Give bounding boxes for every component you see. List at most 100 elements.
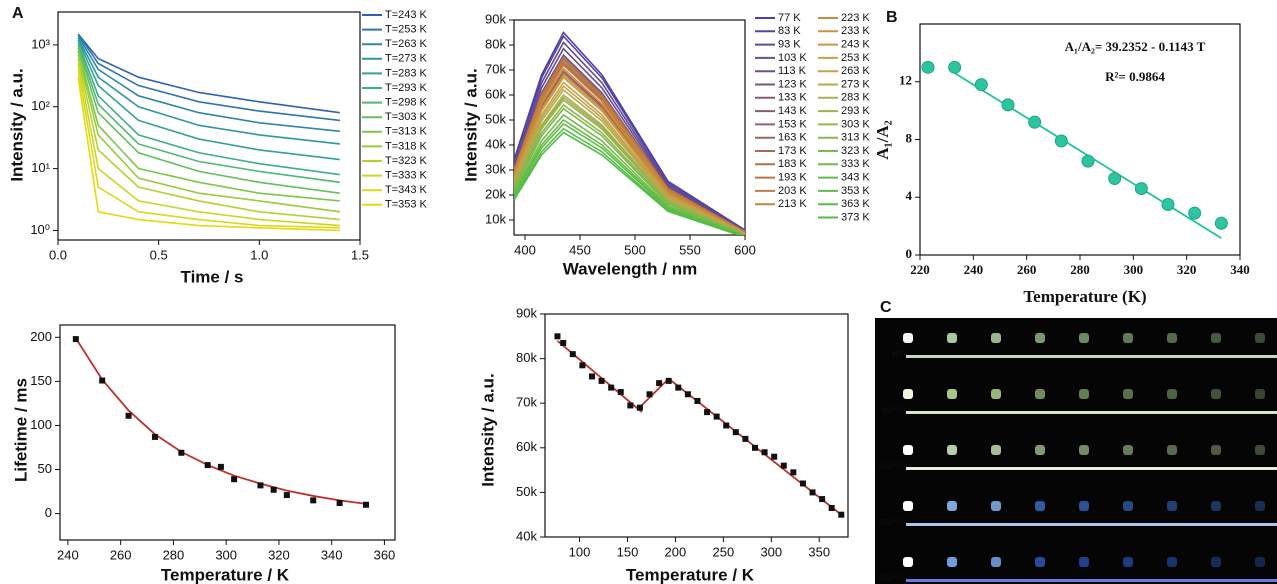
sample-spot [1167,501,1177,511]
point [665,377,672,384]
sample-spot [1123,389,1133,399]
y-axis-label: Intensity / a.u. [461,68,480,181]
y-tick-label: 50k [516,484,537,499]
photo [875,318,1277,584]
point [838,511,845,518]
sample-spot [1079,501,1089,511]
sample-spot [1255,445,1265,455]
series-line [514,113,745,235]
point [921,60,935,74]
x-axis-label: Temperature / K [626,565,755,584]
point [608,384,615,391]
legend-label: 213 K [778,198,807,210]
point [771,453,778,460]
point [948,60,962,74]
x-tick-label: 400 [514,242,536,257]
series-line [514,34,745,232]
legend-label: 103 K [778,52,807,64]
point [704,409,711,416]
legend-label: T=318 K [385,140,428,152]
x-axis-label: Temperature (K) [1023,287,1146,306]
sample-spot [1255,501,1265,511]
sample-spot [1035,333,1045,343]
series-line [77,33,340,122]
row-label: 150 °C [878,518,903,527]
plot-frame [513,19,746,236]
x-tick-label: 300 [1124,262,1144,277]
legend-label: 243 K [841,39,870,51]
point [819,496,826,503]
series-line [77,77,340,232]
x-tick-label: 240 [964,262,984,277]
point [588,373,595,380]
x-tick-label: 0.0 [49,247,67,262]
series-line [514,118,744,235]
x-tick-label: 260 [1017,262,1037,277]
legend-label: T=298 K [385,97,428,109]
series-line [77,69,340,229]
sample-spot [947,445,957,455]
legend-label: 313 K [841,132,870,144]
x-tick-label: 250 [712,544,734,559]
sample-spot [1123,445,1133,455]
legend-label: 193 K [778,172,807,184]
legend-label: 293 K [841,105,870,117]
sample-spot [991,445,1001,455]
point [1054,134,1068,148]
y-tick-label: 0 [906,246,913,261]
sample-spot [1211,501,1221,511]
legend-label: T=353 K [385,199,428,211]
sample-spot [991,501,1001,511]
sample-spot [903,389,913,399]
sample-spot [947,333,957,343]
legend-label: T=283 K [385,67,428,79]
point [646,391,653,398]
sample-spot [1167,445,1177,455]
x-tick-label: 100 [569,544,591,559]
x-tick-label: 280 [1070,262,1090,277]
sample-spot [903,445,913,455]
point [809,489,816,496]
y-tick-label: 40k [516,528,537,543]
x-tick-label: 340 [1230,262,1250,277]
x-tick-label: 500 [624,242,646,257]
sample-spot [1211,557,1221,567]
legend-label: 163 K [778,132,807,144]
x-tick-label: 320 [1177,262,1197,277]
sample-spot [1035,501,1045,511]
point [627,402,634,409]
y-tick-label: 50 [38,461,52,476]
series-line [77,37,340,145]
annotation: A₁/A₂= 39.2352 - 0.1143 T [1065,39,1206,54]
sample-spot [1079,389,1089,399]
series-line [514,41,745,232]
x-axis-label: Temperature / K [161,565,290,584]
plot-frame [57,11,361,241]
sample-spot [1167,389,1177,399]
series-line [514,59,745,233]
legend-label: 263 K [841,65,870,77]
x-tick-label: 300 [215,547,237,562]
series-line [77,58,340,221]
point [694,397,701,404]
x-axis-label: Wavelength / nm [563,259,697,278]
point [362,501,369,508]
point [723,422,730,429]
series-line [514,56,745,233]
point [336,499,343,506]
y-tick-label: 150 [30,373,52,388]
point [151,433,158,440]
y-tick-label: 50k [485,111,506,126]
series-line [514,122,744,235]
point [125,412,132,419]
legend-label: 283 K [841,92,870,104]
point [99,377,106,384]
y-axis-label: Intensity / a.u. [478,373,497,486]
legend-label: T=333 K [385,170,428,182]
series-line [514,88,745,235]
point [799,480,806,487]
legend-label: T=273 K [385,53,428,65]
x-tick-label: 450 [569,242,591,257]
point [1108,171,1122,185]
x-tick-label: 1.5 [351,247,369,262]
